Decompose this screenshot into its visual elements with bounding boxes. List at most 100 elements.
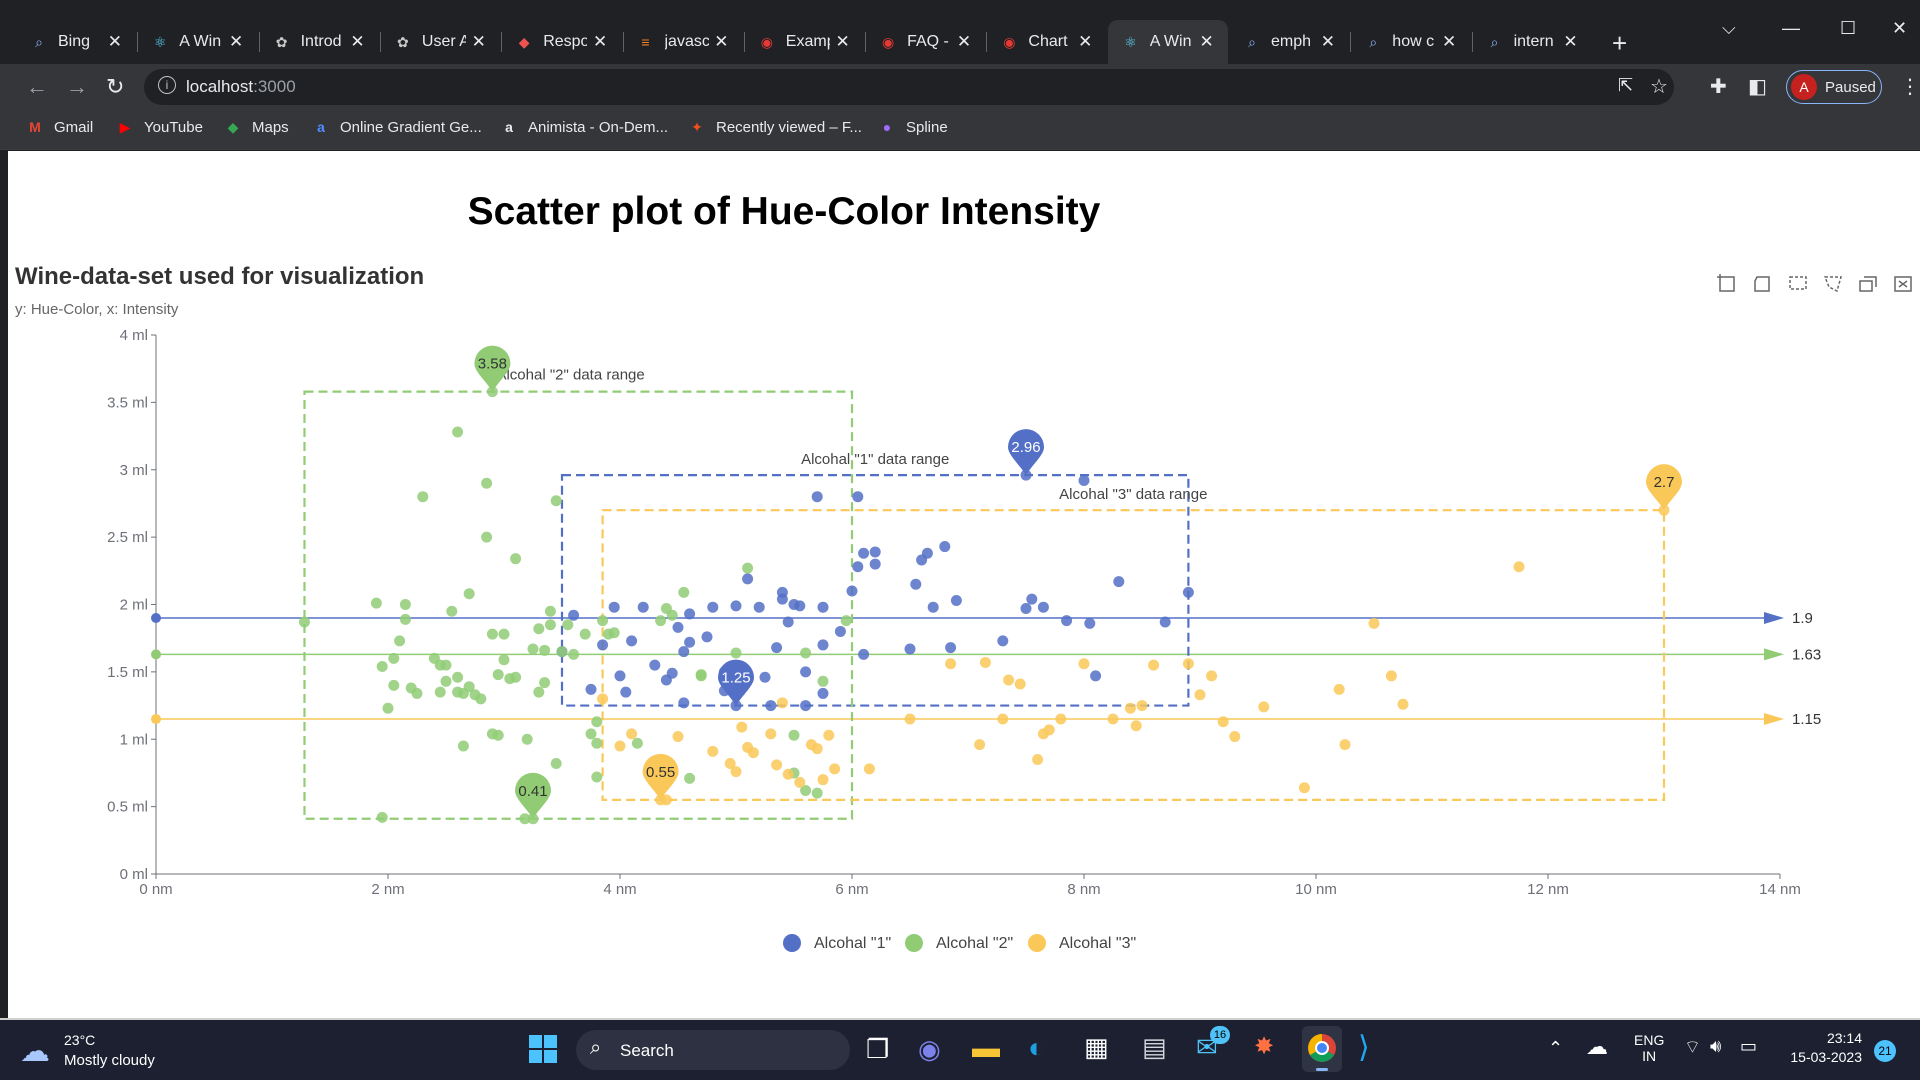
bookmark-label: YouTube [144,118,203,136]
legend-marker-1[interactable] [783,934,801,952]
bookmark-maps[interactable]: ◆ Maps [224,118,289,136]
close-tab-icon[interactable]: ✕ [592,32,608,51]
bookmark-animista[interactable]: a Animista - On-Dem... [500,118,668,136]
scatter-point [742,562,754,574]
onedrive-cloud-icon[interactable]: ☁ [1586,1034,1608,1059]
side-panel-icon[interactable]: ◧ [1748,76,1767,98]
chart: Scatter plot of Hue-Color Intensity Wine… [15,190,1912,952]
close-tab-icon[interactable]: ✕ [1563,32,1578,51]
chevron-up-icon[interactable]: ⌃ [1548,1038,1564,1058]
tab-4[interactable]: ✿ User A ✕ [379,20,500,64]
scatter-point [695,669,707,681]
close-tab-icon[interactable]: ✕ [1320,32,1335,51]
store-icon[interactable]: ▦ [1084,1032,1109,1062]
clear-selection-icon[interactable] [1894,276,1912,292]
tab-2[interactable]: ⚛ A Win ✕ [137,20,257,64]
rect-brush-icon[interactable] [1789,276,1807,290]
notification-count[interactable]: 21 [1874,1040,1896,1062]
scatter-point [1194,689,1206,701]
close-tab-icon[interactable]: ✕ [1199,32,1214,51]
legend-label-1[interactable]: Alcohal "1" [814,935,891,952]
scatter-point [498,628,510,640]
close-tab-icon[interactable]: ✕ [714,32,729,51]
reload-icon[interactable]: ↻ [106,74,125,99]
bookmark-star-icon[interactable]: ☆ [1650,76,1668,98]
close-tab-icon[interactable]: ✕ [1078,32,1093,51]
marker-pin-label: 1.25 [721,670,750,687]
minimize-button[interactable]: — [1782,18,1800,38]
bookmark-figma[interactable]: ✦ Recently viewed – F... [688,118,862,136]
close-tab-icon[interactable]: ✕ [1442,32,1457,51]
menu-kebab-icon[interactable]: ⋮ [1900,76,1920,98]
language-indicator[interactable]: ENG IN [1634,1032,1664,1064]
scatter-point [927,601,939,613]
close-tab-icon[interactable]: ✕ [835,32,850,51]
scatter-point [794,776,806,788]
polygon-brush-icon[interactable] [1823,276,1842,293]
tab-13[interactable]: ⌕ intern ✕ [1471,20,1592,64]
address-bar[interactable]: i localhost:3000 ⇱ ☆ [144,69,1674,105]
bookmark-youtube[interactable]: ▶ YouTube [116,118,203,136]
edge-icon[interactable]: ◐ [1028,1032,1045,1063]
close-window-button[interactable]: ✕ [1892,18,1908,38]
weather-cloud-icon[interactable]: ☁ [20,1035,50,1068]
page-scrollbar[interactable] [1912,151,1920,1020]
zoom-select-icon[interactable] [1717,274,1735,292]
tab-12[interactable]: ⌕ how c ✕ [1350,20,1470,64]
bookmark-gmail[interactable]: M Gmail [26,118,93,136]
keep-selection-icon[interactable] [1859,276,1877,292]
volume-icon[interactable]: 🔊︎ [1710,1036,1722,1056]
tab-10[interactable]: ⚛ A Win ✕ [1107,20,1228,64]
tab-8[interactable]: ◉ FAQ - ✕ [865,20,985,64]
scatter-point [997,713,1009,725]
close-tab-icon[interactable]: ✕ [956,32,972,51]
scatter-point [597,639,609,651]
wifi-icon[interactable]: ⌔ [1684,1037,1701,1057]
task-view-icon[interactable]: ❐ [866,1034,890,1064]
share-icon[interactable]: ⇱ [1618,75,1634,95]
tab-6[interactable]: ≡ javasc ✕ [622,20,743,64]
animista-icon: a [505,119,513,135]
bookmark-label: Spline [906,118,948,136]
legend-label-2[interactable]: Alcohal "2" [936,935,1013,952]
tab-5[interactable]: ◆ Respo ✕ [501,20,621,64]
bookmark-spline[interactable]: ● Spline [878,118,948,136]
back-icon[interactable]: ← [26,74,48,99]
page-title: Scatter plot of Hue-Color Intensity [468,190,1101,233]
start-windows-icon[interactable] [528,1034,558,1064]
close-tab-icon[interactable]: ✕ [350,32,365,51]
legend-marker-3[interactable] [1028,934,1046,952]
bookmark-gradient[interactable]: a Online Gradient Ge... [312,118,482,136]
profile-button[interactable]: A Paused [1786,70,1882,104]
file-explorer-icon[interactable]: ▬ [972,1032,1000,1063]
close-tab-icon[interactable]: ✕ [229,32,244,51]
recycle-icon[interactable]: ▤ [1142,1032,1167,1062]
chrome-taskbar-button[interactable] [1302,1026,1342,1072]
close-tab-icon[interactable]: ✕ [471,32,486,51]
tab-search-chevron-icon[interactable]: ⌵ [1722,18,1736,38]
tab-1[interactable]: ⌕ Bing ✕ [16,20,136,64]
extensions-icon[interactable]: ✚ [1710,76,1727,98]
new-tab-button[interactable]: + [1612,28,1628,58]
scatter-point [684,636,696,648]
tab-3[interactable]: ✿ Introd ✕ [258,20,379,64]
tab-11[interactable]: ⌕ emph ✕ [1229,20,1349,64]
site-info-icon[interactable]: i [158,76,176,94]
git-icon[interactable]: ✸ [1254,1033,1275,1060]
taskbar-search[interactable]: ⌕ Search [576,1030,850,1070]
scatter-point [434,686,446,698]
vscode-icon[interactable]: ⟩ [1358,1031,1370,1064]
forward-icon[interactable]: → [66,74,88,99]
tab-9[interactable]: ◉ Chart ✕ [986,20,1106,64]
legend-label-3[interactable]: Alcohal "3" [1059,935,1136,952]
legend-marker-2[interactable] [905,934,923,952]
maximize-button[interactable]: ☐ [1840,18,1857,38]
close-tab-icon[interactable]: ✕ [107,32,122,51]
teams-chat-icon[interactable]: ◉ [918,1034,941,1064]
zoom-reset-icon[interactable] [1754,276,1770,292]
scatter-point [817,639,829,651]
tab-7[interactable]: ◉ Examp ✕ [743,20,864,64]
clock[interactable]: 23:14 15-03-2023 [1784,1030,1862,1065]
battery-icon[interactable]: ▭ [1740,1036,1758,1056]
scatter-point [921,547,933,559]
